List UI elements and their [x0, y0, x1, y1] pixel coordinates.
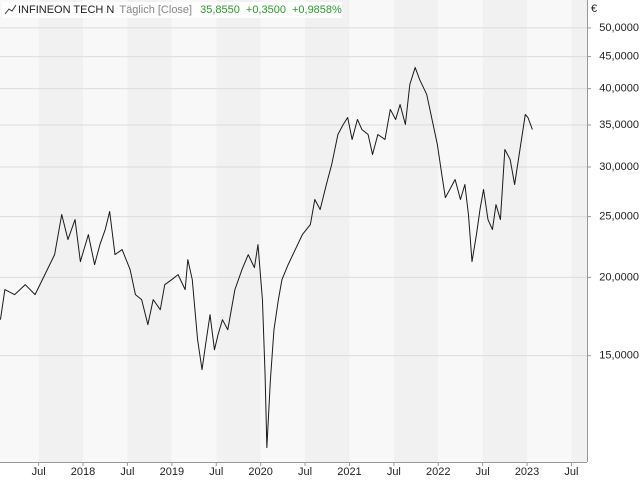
y-tick-label: 30,0000 [599, 161, 639, 173]
x-tick-label: Jul [298, 466, 312, 478]
band [571, 0, 587, 462]
y-tick-label: 15,0000 [599, 350, 639, 362]
band [527, 0, 572, 462]
y-tick-label: 50,0000 [599, 22, 639, 34]
plot [0, 66, 533, 449]
band [127, 0, 172, 462]
x-tick-label: Jul [564, 466, 578, 478]
x-tick-label: Jul [209, 466, 223, 478]
band [171, 0, 217, 462]
x-tick-label: Jul [120, 466, 134, 478]
x-tick-label: 2022 [426, 466, 450, 478]
quote-price: 35,8550 [200, 4, 240, 16]
x-tick-label: Jul [32, 466, 46, 478]
line-icon [4, 4, 17, 15]
x-tick-label: 2019 [160, 466, 184, 478]
band [305, 0, 350, 462]
y-tick-label: 25,0000 [599, 211, 639, 223]
band [216, 0, 261, 462]
band [482, 0, 528, 462]
price-line [0, 66, 533, 449]
quote-change: +0,3500 [246, 4, 286, 16]
band [0, 0, 39, 462]
y-axis-label: € [591, 3, 597, 15]
band [349, 0, 394, 462]
chart-title: INFINEON TECH N [18, 4, 114, 16]
grid [0, 27, 587, 466]
band [438, 0, 483, 462]
header-bg [2, 2, 342, 18]
x-tick-label: Jul [476, 466, 490, 478]
y-tick-label: 35,0000 [599, 119, 639, 131]
band [38, 0, 84, 462]
band [393, 0, 439, 462]
y-tick-label: 45,0000 [599, 51, 639, 63]
chart-subtitle: Täglich [Close] [119, 4, 192, 16]
x-tick-label: Jul [387, 466, 401, 478]
x-tick-label: 2021 [337, 466, 361, 478]
background-bands [0, 0, 587, 462]
x-tick-label: 2020 [248, 466, 272, 478]
x-tick-label: 2018 [71, 466, 95, 478]
y-tick-label: 20,0000 [599, 271, 639, 283]
band [260, 0, 306, 462]
x-tick-label: 2023 [515, 466, 539, 478]
quote-change-pct: +0,9858% [292, 4, 342, 16]
y-tick-label: 40,0000 [599, 83, 639, 95]
